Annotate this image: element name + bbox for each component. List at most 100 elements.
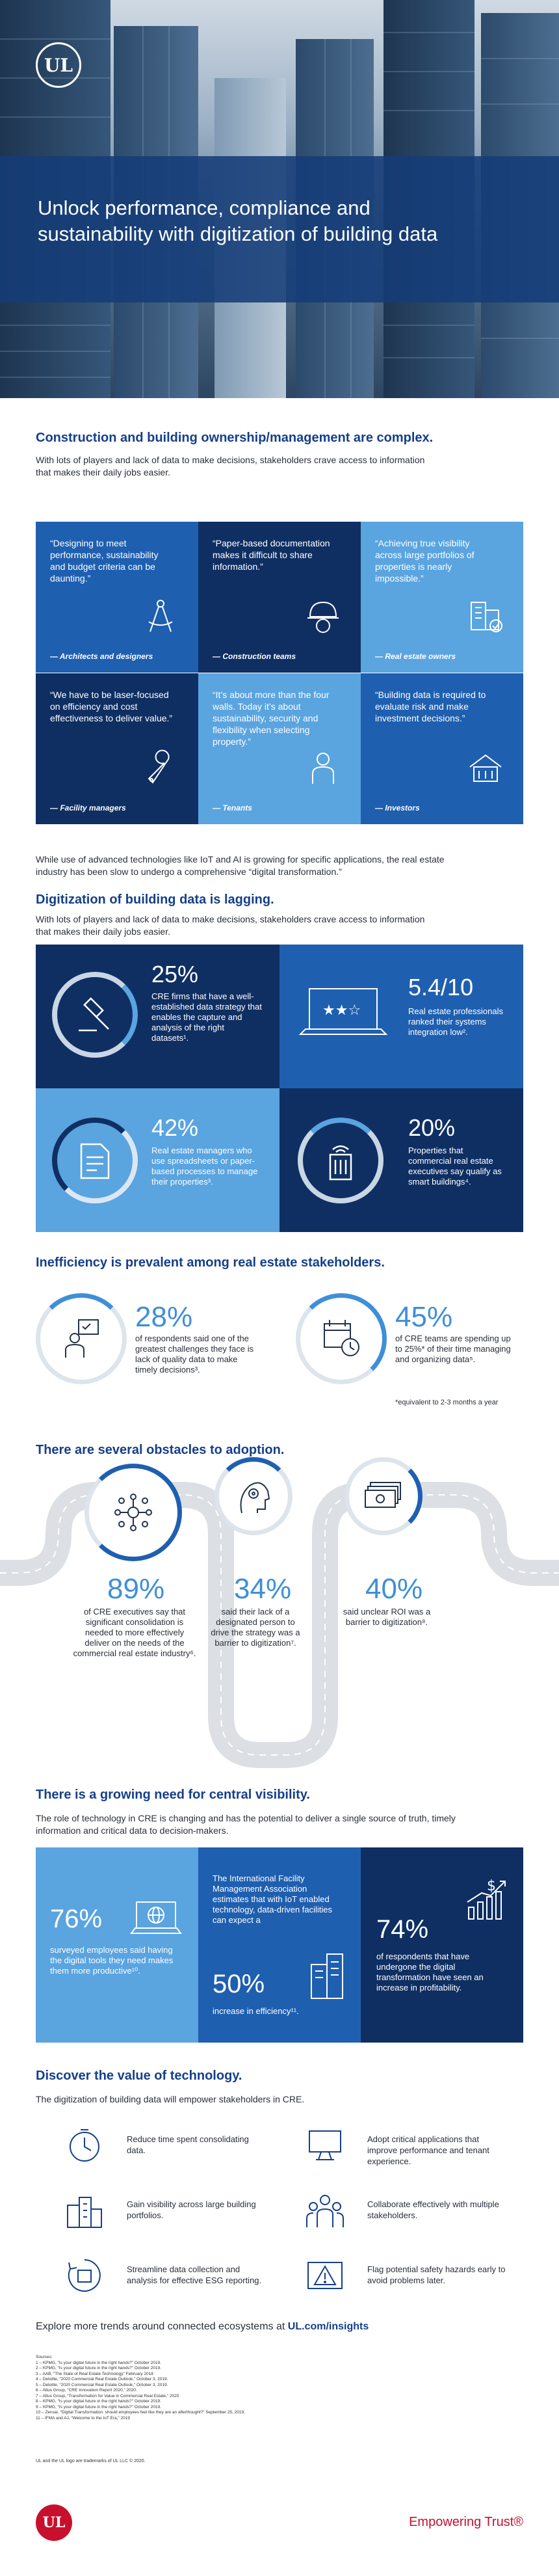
section-intro-complex: With lots of players and lack of data to…	[36, 455, 425, 477]
calendar-clock-icon	[324, 1320, 359, 1356]
stat-value: 42%	[151, 1114, 199, 1141]
document-icon	[80, 1143, 110, 1179]
gavel-icon	[79, 997, 109, 1032]
hero-banner: UL Unlock performance, compliance and su…	[0, 0, 559, 398]
stat-card: 76% surveyed employees said having the d…	[36, 1847, 198, 2043]
stat-value: 5.4/10	[408, 974, 474, 1000]
quote-text: “Achieving true visibility across large …	[375, 538, 474, 584]
cycle-icon	[68, 2259, 101, 2292]
svg-text:$: $	[487, 1878, 496, 1894]
svg-text:★★☆: ★★☆	[322, 1002, 361, 1019]
quote-card: “Designing to meet performance, sustaina…	[36, 522, 198, 673]
benefit-text: Streamline data collection and analysis …	[127, 2264, 262, 2285]
compass-icon	[148, 600, 173, 632]
progress-ring	[214, 1457, 292, 1535]
stat-value: 25%	[151, 961, 199, 987]
stat-text: said unclear ROI was a barrier to digiti…	[343, 1607, 431, 1627]
stat-text: Real estate professionals ranked their s…	[408, 1006, 503, 1037]
sources-title: Sources:	[36, 2355, 53, 2359]
progress-ring	[36, 1293, 127, 1384]
benefit-text: Reduce time spent consolidating data.	[127, 2134, 249, 2155]
stat-text: Properties that commercial real estate e…	[408, 1146, 502, 1187]
stat-value: 74%	[376, 1915, 429, 1944]
source-line: 1 – KPMG, “Is your digital future in the…	[36, 2360, 161, 2365]
source-line: 6 – Altus Group, “CRE Innovation Report …	[36, 2388, 137, 2393]
quote-role: — Architects and designers	[50, 652, 153, 661]
ul-logo: UL	[36, 2504, 72, 2541]
laptop-rating-icon: ★★☆	[298, 988, 388, 1035]
quote-role: — Construction teams	[213, 652, 296, 661]
benefit-item: Adopt critical applications that improve…	[306, 2126, 520, 2178]
benefit-text: Flag potential safety hazards early to a…	[367, 2264, 506, 2285]
benefit-item: Streamline data collection and analysis …	[65, 2256, 280, 2308]
progress-ring	[344, 1457, 422, 1535]
money-stack-icon	[365, 1482, 401, 1508]
clock-icon	[70, 2129, 99, 2162]
stat-text: of respondents said one of the greatest …	[135, 1334, 254, 1375]
quote-card: “Achieving true visibility across large …	[361, 522, 523, 673]
stat-value: 50%	[213, 1970, 265, 1998]
stat-value: 28%	[135, 1301, 193, 1333]
benefit-text: Gain visibility across large building po…	[127, 2199, 256, 2220]
building-money-icon	[469, 754, 502, 782]
smart-building-icon	[329, 1145, 352, 1181]
stat-card: $ 74% of respondents that have undergone…	[361, 1847, 523, 2043]
buildings-icon	[67, 2197, 102, 2228]
benefit-item: Collaborate effectively with multiple st…	[306, 2191, 520, 2243]
source-line: 10 – Zensai, “Digital Transformation: sh…	[36, 2410, 245, 2415]
benefit-item: Flag potential safety hazards early to a…	[306, 2256, 520, 2308]
people-icon	[306, 2195, 344, 2227]
stakeholder-quotes-grid: “Designing to meet performance, sustaina…	[36, 522, 523, 824]
section-heading-lagging: Digitization of building data is lagging…	[36, 892, 274, 907]
source-line: 3 – AAB, “The State of Real Estate Techn…	[36, 2371, 153, 2376]
network-icon	[114, 1494, 152, 1531]
source-line: 8 – KPMG, “Is your digital future in the…	[36, 2399, 161, 2404]
laptop-globe-icon	[130, 1901, 182, 1934]
quote-text: “We have to be laser-focused on efficien…	[50, 690, 173, 723]
stat-text: surveyed employees said having the digit…	[50, 1945, 174, 1976]
growth-dollar-icon: $	[467, 1878, 506, 1920]
quote-role: — Tenants	[213, 803, 252, 812]
quote-card: “Paper-based documentation makes it diff…	[198, 522, 361, 673]
section-heading-complex: Construction and building ownership/mana…	[36, 431, 434, 445]
section-outro-complex: While use of advanced technologies like …	[36, 854, 445, 877]
source-line: 4 – Deloitte, “2020 Commercial Real Esta…	[36, 2377, 168, 2381]
insights-link[interactable]: UL.com/insights	[287, 2321, 369, 2332]
stat-text: of CRE executives say that significant c…	[73, 1607, 196, 1658]
benefit-text: Collaborate effectively with multiple st…	[367, 2199, 499, 2220]
sources-list: Sources: 1 – KPMG, “Is your digital futu…	[36, 2355, 374, 2421]
section-heading-visibility: There is a growing need for central visi…	[36, 1788, 310, 1802]
buildings-icon	[311, 1953, 343, 1999]
stat-card: ★★☆ 5.4/10 Real estate professionals ran…	[280, 945, 523, 1088]
progress-ring	[84, 1464, 182, 1561]
source-line: 5 – Deloitte, “2020 Commercial Real Esta…	[36, 2382, 168, 2387]
stat-value: 20%	[408, 1114, 456, 1141]
footer-tagline: Empowering Trust®	[409, 2515, 523, 2529]
quote-role: — Facility managers	[50, 803, 126, 812]
quote-text: “Paper-based documentation makes it diff…	[213, 538, 330, 572]
stat-text: CRE firms that have a well-established d…	[151, 991, 262, 1043]
stat-value: 40%	[365, 1573, 423, 1605]
quote-card: “It’s about more than the four walls. To…	[198, 673, 361, 824]
quote-text: “Designing to meet performance, sustaina…	[50, 538, 159, 584]
stat-card: The International Facility Management As…	[198, 1847, 361, 2043]
cta-text: Explore more trends around connected eco…	[36, 2321, 369, 2333]
benefit-item: Reduce time spent consolidating data.	[65, 2126, 280, 2178]
stat-card: 20% Properties that commercial real esta…	[280, 1088, 523, 1232]
stat-text: of CRE teams are spending up to 25%* of …	[395, 1334, 511, 1364]
stat-value: 76%	[50, 1905, 103, 1933]
benefit-text: Adopt critical applications that improve…	[367, 2134, 489, 2166]
person-checklist-icon	[65, 1319, 99, 1358]
cta-prefix: Explore more trends around connected eco…	[36, 2321, 288, 2332]
central-visibility-panel: 76% surveyed employees said having the d…	[36, 1847, 523, 2043]
section-heading-obstacles: There are several obstacles to adoption.	[36, 1443, 285, 1457]
section-heading-discover: Discover the value of technology.	[36, 2069, 242, 2083]
quote-text: “It’s about more than the four walls. To…	[213, 690, 330, 747]
section-intro-lagging: With lots of players and lack of data to…	[36, 914, 425, 937]
hard-hat-icon	[307, 601, 339, 633]
quote-role: — Real estate owners	[375, 652, 456, 661]
monitor-icon	[309, 2130, 341, 2160]
source-line: 9 – KPMG, “Is your digital future in the…	[36, 2404, 161, 2409]
building-check-icon	[471, 602, 502, 632]
stat-value: 89%	[107, 1573, 165, 1605]
